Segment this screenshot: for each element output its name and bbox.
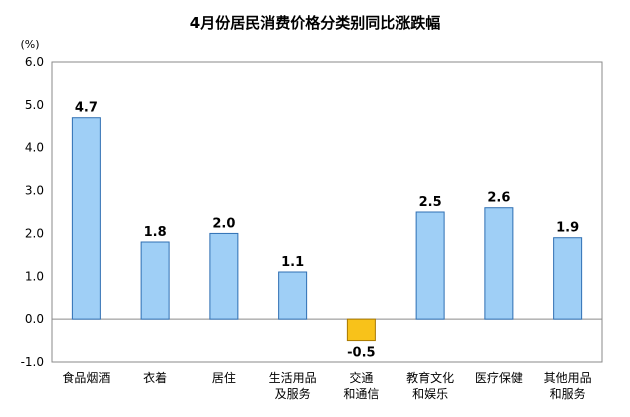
x-tick-label: 教育文化 xyxy=(406,370,454,385)
y-tick-label: 5.0 xyxy=(25,98,44,112)
bars xyxy=(71,117,583,342)
y-tick-label: 4.0 xyxy=(25,141,44,155)
plot-area xyxy=(51,61,603,363)
x-tick-label: 和娱乐 xyxy=(412,387,448,401)
y-tick-label: 1.0 xyxy=(25,269,44,283)
bar xyxy=(278,271,308,320)
x-tick-label: 居住 xyxy=(212,371,236,385)
data-label: -0.5 xyxy=(347,346,375,361)
data-label: 1.8 xyxy=(144,225,167,240)
y-tick-label: 2.0 xyxy=(25,226,44,240)
bar xyxy=(71,117,101,320)
x-tick-label: 交通 xyxy=(349,370,373,385)
data-label: 1.1 xyxy=(281,255,304,270)
x-tick-label: 衣着 xyxy=(143,370,167,385)
bar xyxy=(415,211,445,320)
bar xyxy=(553,237,583,320)
data-labels: 4.7 1.8 2.0 1.1 -0.5 2.5 2.6 1.9 xyxy=(75,101,579,361)
y-tick-label: 3.0 xyxy=(25,184,44,198)
y-tick-label: 0.0 xyxy=(25,312,44,326)
bar xyxy=(140,241,170,320)
y-tick-label: 6.0 xyxy=(25,55,44,69)
bar xyxy=(209,232,239,320)
x-tick-label: 及服务 xyxy=(275,386,311,401)
data-label: 4.7 xyxy=(75,101,98,116)
bar xyxy=(484,207,514,320)
x-tick-label: 医疗保健 xyxy=(475,371,523,385)
x-tick-label: 和通信 xyxy=(343,387,379,401)
y-tick-label: -1.0 xyxy=(21,355,44,369)
chart-title: 4月份居民消费价格分类别同比涨跌幅 xyxy=(190,14,440,32)
x-tick-label: 食品烟酒 xyxy=(62,370,110,385)
data-label: 1.9 xyxy=(556,221,579,236)
bar xyxy=(346,318,376,342)
x-tick-label: 其他用品 xyxy=(544,371,592,385)
x-tick-label: 生活用品 xyxy=(269,371,317,385)
data-label: 2.6 xyxy=(487,191,510,206)
x-tick-label: 和服务 xyxy=(550,386,586,401)
data-label: 2.0 xyxy=(212,216,235,231)
y-axis: 6.0 5.0 4.0 3.0 2.0 1.0 0.0 -1.0 xyxy=(21,55,44,369)
data-label: 2.5 xyxy=(419,195,442,210)
y-axis-unit: (%) xyxy=(20,38,39,51)
